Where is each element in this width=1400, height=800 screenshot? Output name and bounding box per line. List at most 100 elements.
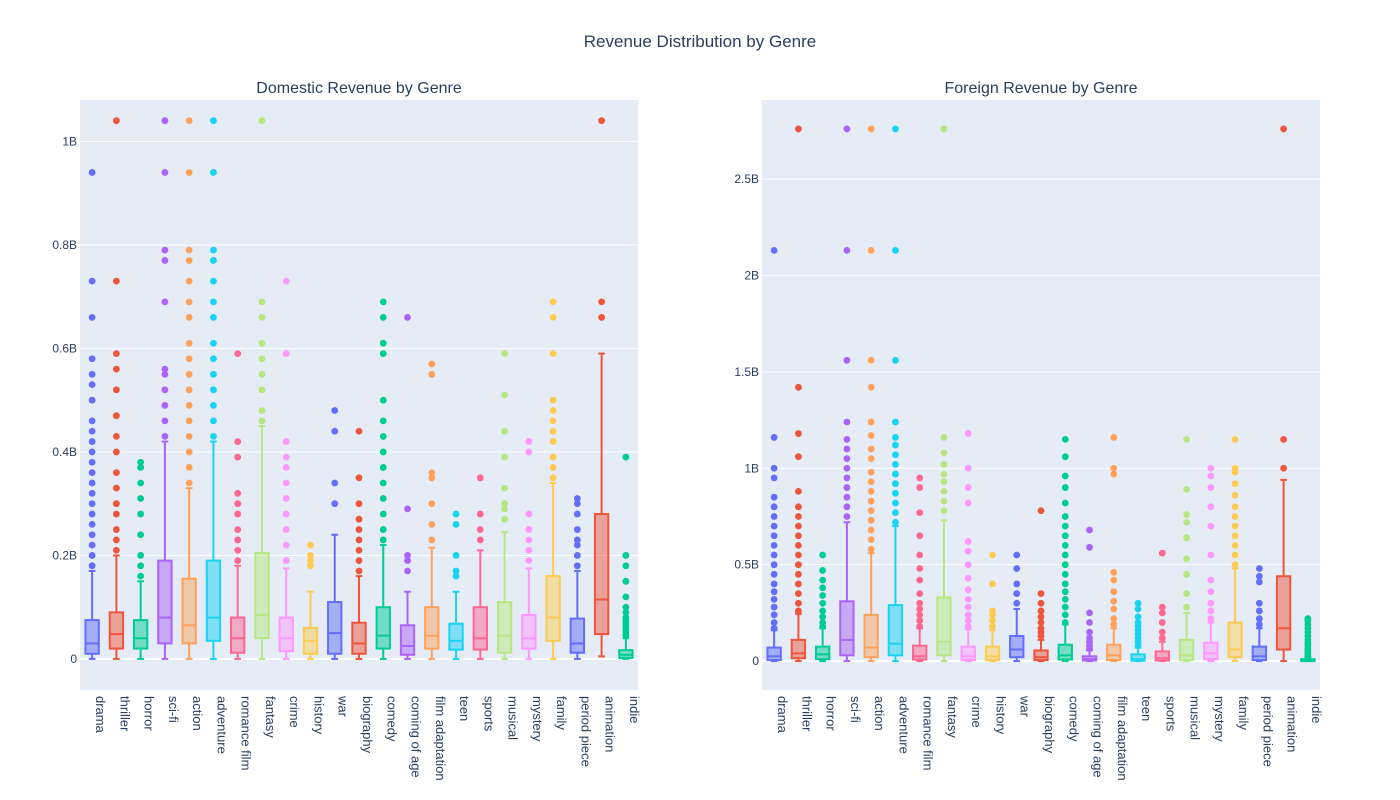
outlier-point bbox=[185, 298, 193, 306]
outlier-point bbox=[88, 448, 96, 456]
box-film-adaptation bbox=[424, 360, 440, 660]
outlier-point bbox=[234, 438, 242, 445]
x-tick-label: fantasy bbox=[945, 696, 960, 738]
outlier-point bbox=[892, 489, 899, 497]
outlier-point bbox=[210, 169, 217, 176]
box-biography bbox=[1033, 507, 1049, 663]
box-iqr bbox=[936, 596, 952, 657]
outlier-point bbox=[573, 495, 581, 502]
outlier-point bbox=[1134, 619, 1142, 626]
outlier-point bbox=[501, 505, 508, 513]
x-tick-label: biography bbox=[360, 696, 375, 754]
outlier-point bbox=[282, 350, 290, 357]
outlier-point bbox=[1231, 464, 1239, 472]
outlier-point bbox=[185, 417, 193, 425]
box-iqr bbox=[1033, 649, 1049, 662]
outlier-point bbox=[210, 298, 217, 306]
outlier-point bbox=[1158, 549, 1166, 557]
box-horror bbox=[132, 458, 149, 660]
x-tick-label: thriller bbox=[117, 696, 132, 732]
x-tick-label: horror bbox=[824, 696, 839, 731]
outlier-point bbox=[964, 622, 972, 630]
outlier-point bbox=[258, 407, 266, 414]
outlier-point bbox=[258, 339, 266, 347]
box-iqr bbox=[1130, 653, 1146, 662]
outlier-point bbox=[1086, 628, 1093, 636]
outlier-point bbox=[185, 464, 193, 471]
subplot-title: Foreign Revenue by Genre bbox=[945, 80, 1138, 97]
outlier-point bbox=[573, 510, 581, 518]
outlier-point bbox=[916, 509, 924, 517]
outlier-point bbox=[112, 448, 120, 456]
outlier-point bbox=[867, 507, 875, 515]
outlier-point bbox=[282, 557, 290, 565]
outlier-point bbox=[404, 505, 411, 513]
outlier-point bbox=[573, 562, 581, 570]
outlier-point bbox=[112, 546, 120, 554]
box-action bbox=[863, 125, 879, 663]
outlier-point bbox=[892, 451, 899, 459]
outlier-point bbox=[916, 605, 924, 613]
box-period-piece bbox=[569, 495, 586, 660]
outlier-point bbox=[549, 407, 557, 414]
box-iqr bbox=[521, 613, 537, 650]
box-fantasy bbox=[936, 125, 952, 663]
outlier-point bbox=[161, 370, 169, 378]
outlier-point bbox=[137, 458, 145, 466]
outlier-point bbox=[379, 298, 387, 306]
outlier-point bbox=[867, 432, 875, 439]
outlier-point bbox=[770, 570, 778, 578]
outlier-point bbox=[819, 584, 827, 592]
outlier-point bbox=[258, 417, 266, 425]
outlier-point bbox=[1037, 624, 1045, 632]
outlier-point bbox=[210, 277, 217, 285]
x-tick-label: musical bbox=[506, 696, 521, 740]
box-iqr bbox=[157, 559, 173, 645]
x-tick-label: war bbox=[336, 695, 351, 718]
outlier-point bbox=[161, 386, 169, 394]
outlier-point bbox=[331, 427, 339, 435]
box-iqr bbox=[351, 621, 367, 655]
box-history bbox=[302, 541, 319, 660]
outlier-point bbox=[892, 470, 899, 478]
outlier-point bbox=[88, 500, 96, 508]
y-tick-label: 0 bbox=[752, 654, 759, 668]
outlier-point bbox=[1110, 568, 1118, 576]
outlier-point bbox=[501, 453, 508, 461]
outlier-point bbox=[1110, 615, 1118, 623]
outlier-point bbox=[88, 510, 96, 518]
outlier-point bbox=[404, 557, 411, 565]
box-teen bbox=[1130, 599, 1146, 663]
outlier-point bbox=[282, 438, 290, 445]
outlier-point bbox=[1207, 472, 1215, 480]
box-war bbox=[327, 407, 343, 660]
outlier-point bbox=[112, 386, 120, 394]
x-tick-label: crime bbox=[969, 696, 984, 728]
outlier-point bbox=[794, 453, 802, 461]
box-romance-film bbox=[230, 350, 246, 660]
box-crime bbox=[960, 430, 976, 663]
outlier-point bbox=[1037, 613, 1045, 621]
outlier-point bbox=[379, 417, 387, 425]
outlier-point bbox=[1280, 125, 1288, 133]
outlier-point bbox=[964, 547, 972, 555]
outlier-point bbox=[428, 469, 436, 477]
outlier-point bbox=[770, 595, 778, 603]
outlier-point bbox=[258, 313, 266, 321]
x-tick-label: history bbox=[311, 696, 326, 735]
outlier-point bbox=[1158, 609, 1166, 617]
outlier-point bbox=[476, 526, 484, 533]
x-tick-label: animation bbox=[603, 696, 618, 752]
outlier-point bbox=[843, 445, 851, 453]
outlier-point bbox=[137, 531, 145, 539]
outlier-point bbox=[282, 453, 290, 461]
outlier-point bbox=[88, 520, 96, 528]
outlier-point bbox=[964, 574, 972, 582]
outlier-point bbox=[331, 407, 339, 414]
outlier-point bbox=[1183, 570, 1190, 578]
x-tick-label: action bbox=[872, 696, 887, 731]
box-animation bbox=[593, 117, 610, 658]
outlier-point bbox=[916, 551, 924, 559]
outlier-point bbox=[770, 474, 778, 482]
outlier-point bbox=[867, 526, 875, 534]
